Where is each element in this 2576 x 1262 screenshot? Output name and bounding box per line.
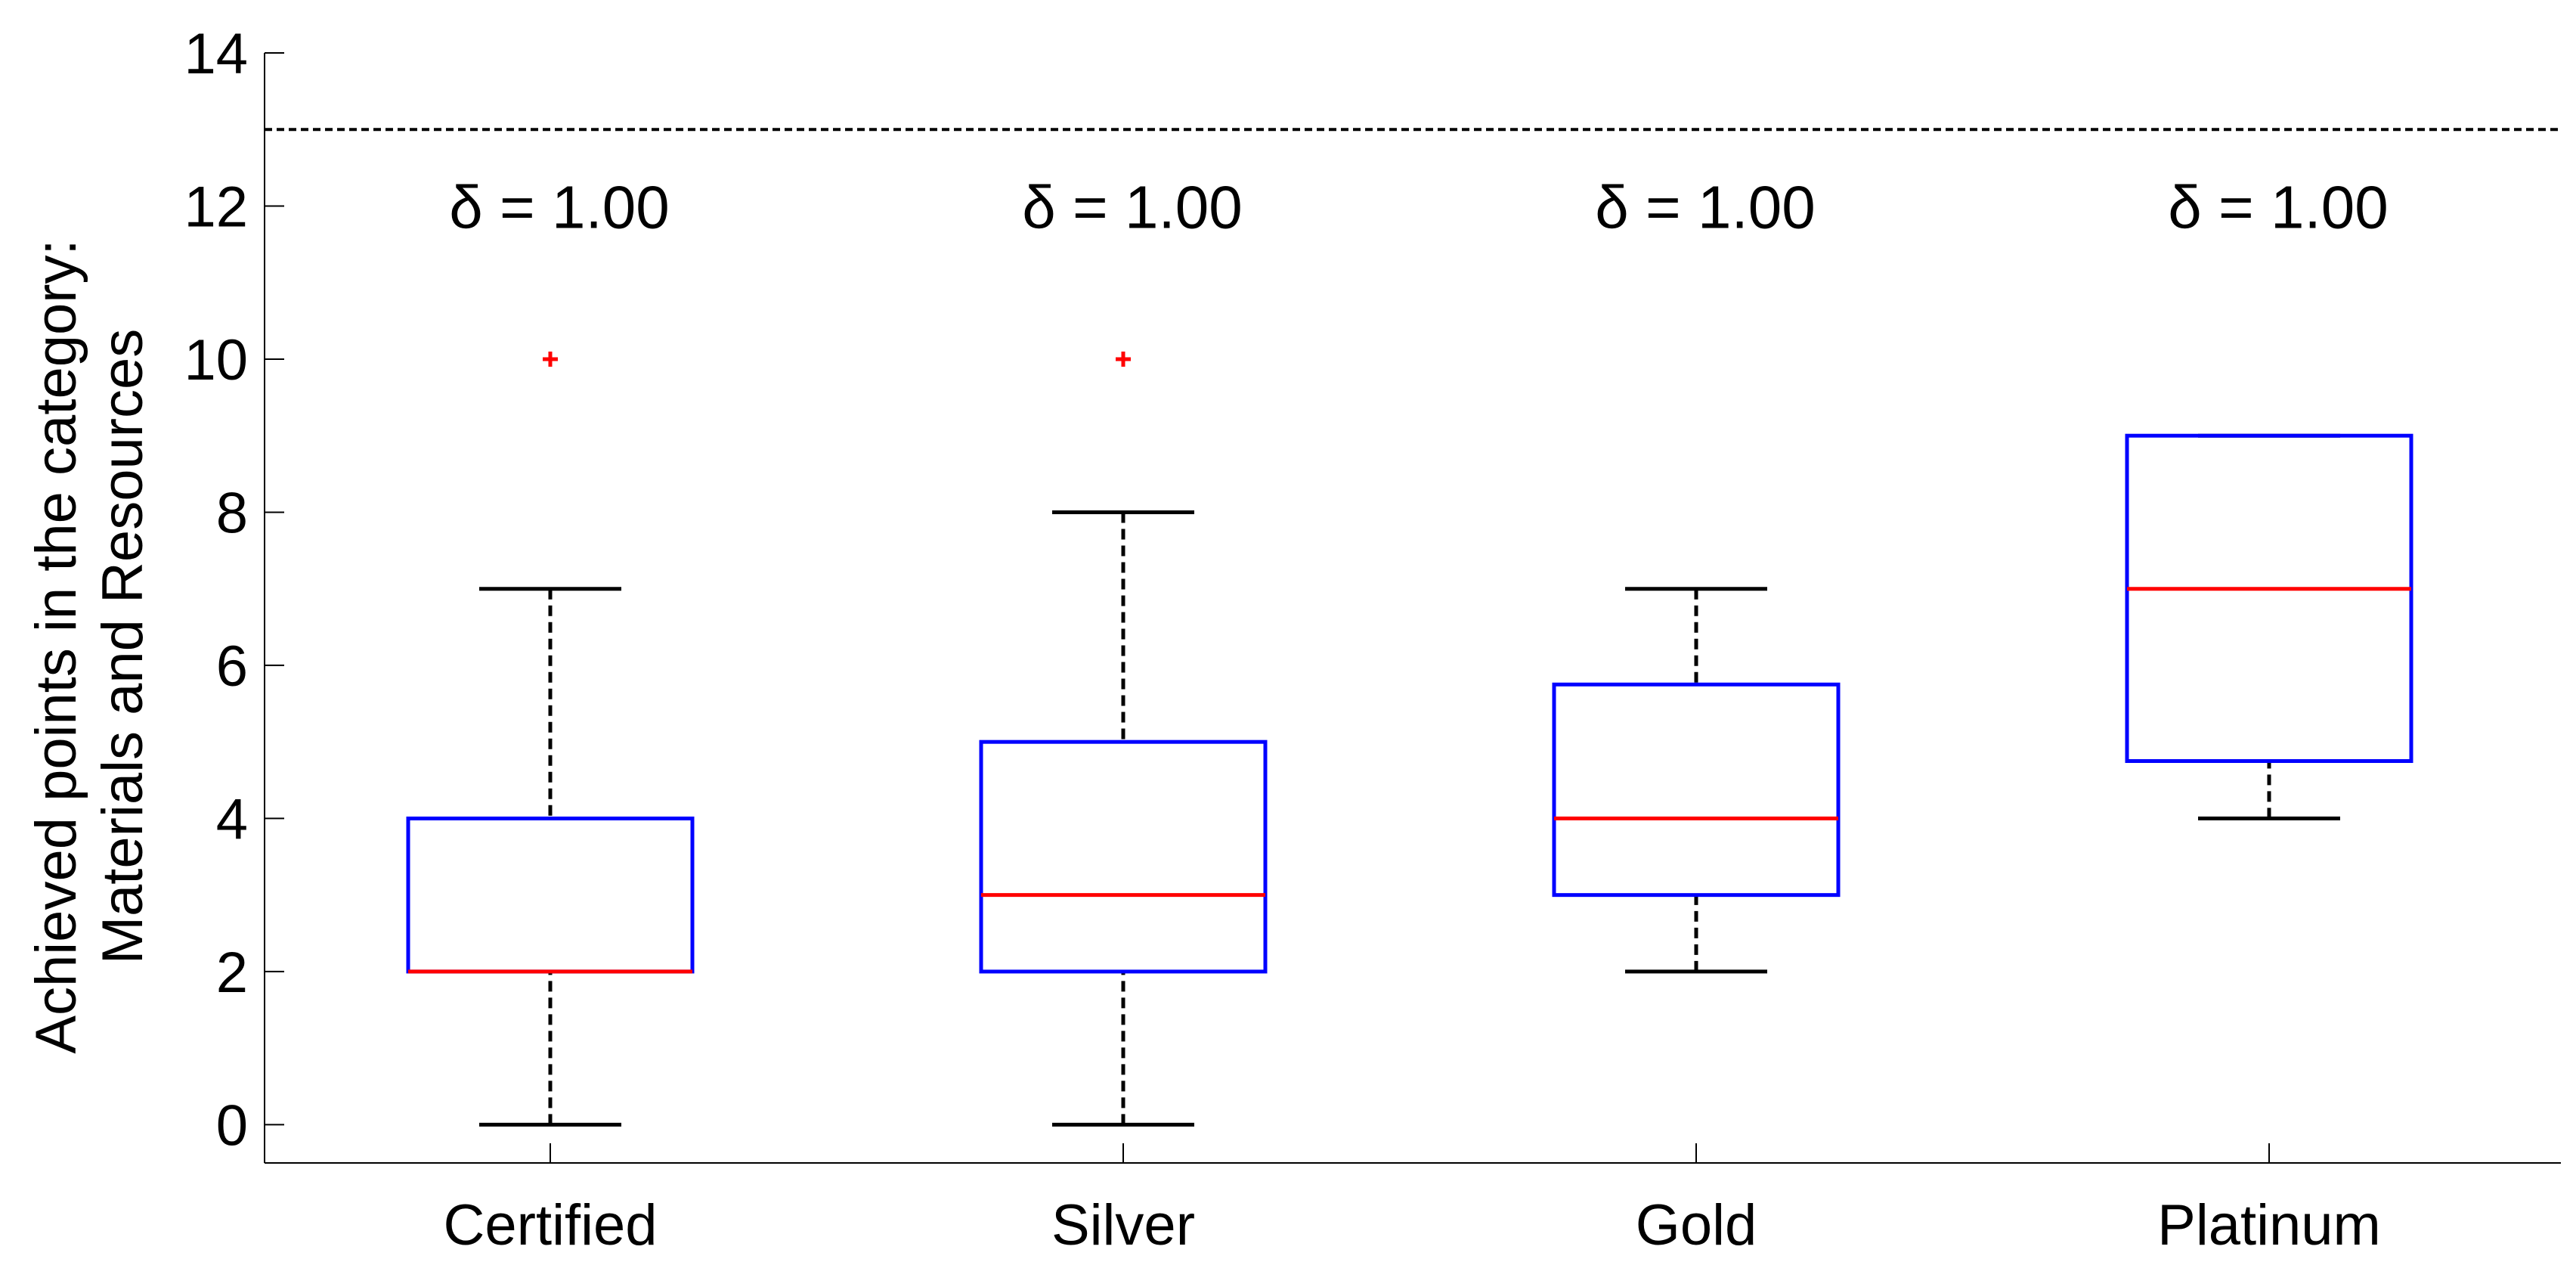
y-tick-label: 8	[216, 481, 248, 545]
interquartile-box	[1552, 682, 1841, 898]
interquartile-box	[406, 816, 695, 974]
y-tick-label: 10	[184, 328, 248, 392]
y-tick-label: 0	[216, 1093, 248, 1158]
y-tick-label: 12	[184, 175, 248, 239]
box-certified	[406, 351, 695, 1127]
box-platinum	[2125, 433, 2413, 820]
y-tick-label: 6	[216, 634, 248, 699]
box-silver	[979, 351, 1268, 1127]
y-tick-label: 2	[216, 941, 248, 1005]
outlier-marker	[1116, 351, 1131, 367]
y-tick-label: 4	[216, 787, 248, 851]
labels-group: δ = 1.00 δ = 1.00 δ = 1.00 δ = 1.00	[449, 173, 2388, 240]
x-tick-label: Silver	[1051, 1193, 1195, 1257]
x-tick-label: Gold	[1636, 1193, 1757, 1257]
x-tick-label: Certified	[444, 1193, 658, 1257]
x-tick-label: Platinum	[2157, 1193, 2381, 1257]
y-axis-title-line-1: Achieved points in the category:	[24, 239, 88, 1053]
delta-annotation: δ = 1.00	[449, 173, 669, 240]
delta-annotation: δ = 1.00	[1595, 173, 1815, 240]
interquartile-box	[979, 740, 1268, 974]
box-gold	[1552, 587, 1841, 974]
y-tick-label: 14	[184, 22, 248, 86]
boxes-group	[406, 351, 2413, 1127]
delta-annotation: δ = 1.00	[1022, 173, 1242, 240]
outlier-marker	[543, 351, 558, 367]
interquartile-box	[2125, 433, 2413, 763]
axes: 0 2 4 6 8 10 12 14 Certified Silver Gold Platinum	[184, 22, 2561, 1257]
delta-annotation: δ = 1.00	[2168, 173, 2388, 240]
y-axis-title-line-2: Materials and Resources	[91, 329, 155, 965]
